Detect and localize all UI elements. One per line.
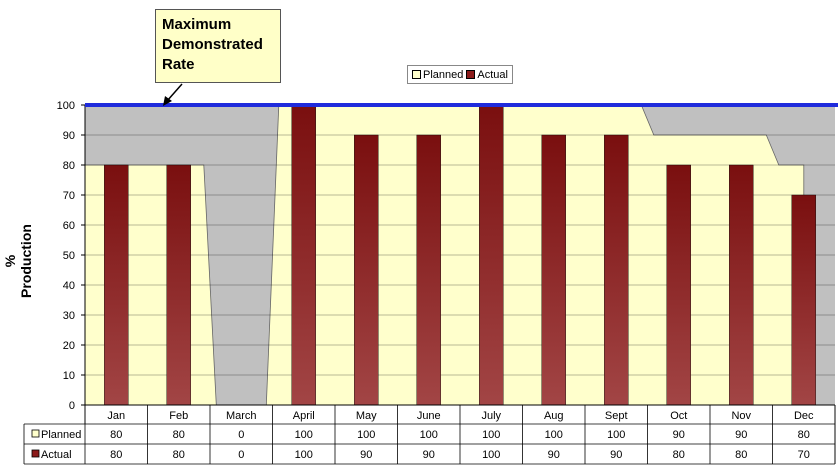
x-tick-label: July [481, 410, 501, 422]
x-tick-label: Jan [107, 410, 125, 422]
table-cell-actual: 90 [548, 449, 560, 461]
y-tick-label: 50 [63, 250, 75, 262]
planned-swatch-icon [412, 70, 421, 79]
actual-bar [479, 104, 504, 406]
legend: Planned Actual [407, 65, 513, 84]
table-cell-actual: 80 [110, 449, 122, 461]
y-tick-label: 80 [63, 160, 75, 172]
actual-bar [416, 134, 441, 406]
table-cell-actual: 100 [295, 449, 313, 461]
actual-bar [166, 164, 191, 406]
table-cell-planned: 80 [173, 429, 185, 441]
table-cell-actual: 0 [238, 449, 244, 461]
table-cell-actual: 80 [735, 449, 747, 461]
x-tick-label: Aug [544, 410, 564, 422]
table-cell-planned: 90 [673, 429, 685, 441]
x-tick-label: March [226, 410, 257, 422]
table-actual-swatch [31, 449, 40, 458]
x-tick-label: Sept [605, 410, 628, 422]
y-tick-label: 0 [69, 400, 75, 412]
table-cell-actual: 90 [610, 449, 622, 461]
annotation-line-1: Maximum [162, 16, 232, 33]
annotation-line-3: Rate [162, 56, 195, 73]
actual-bar [104, 164, 129, 406]
x-tick-label: Nov [731, 410, 751, 422]
table-cell-actual: 70 [798, 449, 810, 461]
table-cell-actual: 90 [360, 449, 372, 461]
actual-bar [604, 134, 629, 406]
legend-item-actual: Actual [466, 69, 508, 81]
actual-bar [354, 134, 379, 406]
y-axis-label: % Production [2, 224, 34, 298]
y-tick-label: 40 [63, 280, 75, 292]
table-cell-planned: 90 [735, 429, 747, 441]
x-tick-label: April [293, 410, 315, 422]
legend-item-planned: Planned [412, 69, 463, 81]
table-cell-actual: 100 [482, 449, 500, 461]
table-cell-planned: 100 [607, 429, 625, 441]
legend-label-planned: Planned [423, 68, 464, 81]
table-cell-planned: 100 [357, 429, 375, 441]
x-tick-label: Feb [169, 410, 188, 422]
y-tick-label: 60 [63, 220, 75, 232]
table-cell-planned: 0 [238, 429, 244, 441]
annotation-arrow [166, 83, 183, 102]
table-cell-actual: 80 [673, 449, 685, 461]
max-rate-annotation: Maximum Demonstrated Rate [155, 9, 281, 83]
x-tick-label: May [356, 410, 377, 422]
actual-bar [541, 134, 566, 406]
x-tick-label: Dec [794, 410, 814, 422]
actual-bar [291, 104, 316, 406]
legend-label-actual: Actual [477, 68, 508, 81]
annotation-line-2: Demonstrated [162, 36, 263, 53]
y-tick-label: 20 [63, 340, 75, 352]
table-planned-swatch [31, 429, 40, 438]
table-cell-planned: 100 [420, 429, 438, 441]
actual-swatch-icon [466, 70, 476, 79]
x-tick-label: June [417, 410, 441, 422]
table-row-label-planned: Planned [41, 429, 81, 441]
actual-bar [791, 194, 816, 406]
table-cell-actual: 90 [423, 449, 435, 461]
table-cell-planned: 100 [482, 429, 500, 441]
y-tick-label: 90 [63, 130, 75, 142]
y-tick-label: 70 [63, 190, 75, 202]
annotation-arrowhead [163, 96, 172, 106]
y-tick-label: 100 [57, 100, 75, 112]
actual-bar [666, 164, 691, 406]
x-tick-label: Oct [670, 410, 687, 422]
y-tick-label: 30 [63, 310, 75, 322]
table-cell-actual: 80 [173, 449, 185, 461]
table-cell-planned: 100 [545, 429, 563, 441]
y-tick-label: 10 [63, 370, 75, 382]
table-cell-planned: 100 [295, 429, 313, 441]
table-cell-planned: 80 [110, 429, 122, 441]
table-row-label-actual: Actual [41, 449, 72, 461]
actual-bar [729, 164, 754, 406]
table-cell-planned: 80 [798, 429, 810, 441]
